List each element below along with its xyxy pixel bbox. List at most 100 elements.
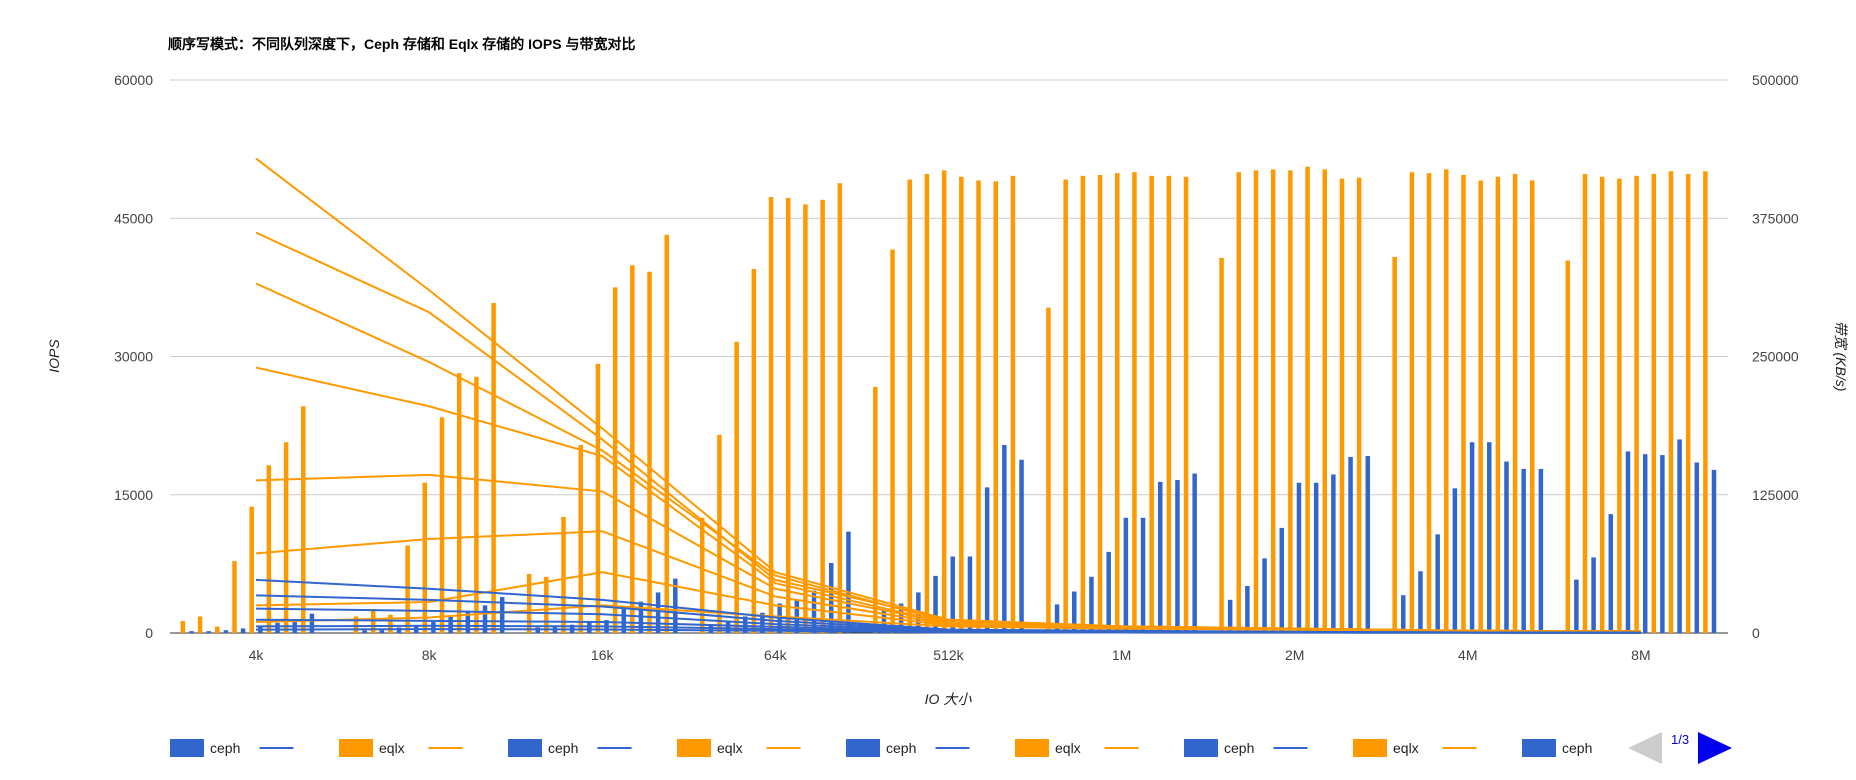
x-tick-label: 16k: [591, 647, 615, 663]
eqlx-bandwidth-line: [255, 604, 1641, 633]
ceph-bar: [1418, 571, 1423, 633]
ceph-bar: [1504, 461, 1509, 633]
eqlx-bar: [630, 265, 635, 633]
eqlx-bar: [301, 406, 306, 633]
eqlx-bar: [1668, 171, 1674, 633]
ceph-bar: [1002, 444, 1007, 633]
eqlx-legend-label: eqlx: [1055, 740, 1081, 756]
y2-tick-label: 375000: [1752, 210, 1799, 226]
eqlx-legend-label: eqlx: [379, 740, 405, 756]
ceph-legend-swatch: [170, 739, 204, 757]
eqlx-bar: [232, 561, 237, 633]
ceph-bar: [1089, 576, 1094, 633]
chart-title: 顺序写模式：不同队列深度下，Ceph 存储和 Eqlx 存储的 IOPS 与带宽…: [168, 36, 635, 52]
x-tick-label: 1M: [1112, 647, 1131, 663]
ceph-bar: [206, 631, 211, 633]
ceph-bar: [1123, 517, 1129, 633]
y2-tick-label: 125000: [1752, 487, 1799, 503]
ceph-bar: [655, 592, 661, 633]
ceph-bar: [673, 578, 678, 633]
ceph-bar: [967, 556, 973, 633]
ceph-bar: [1574, 579, 1579, 633]
page-indicator: 1/3: [1671, 732, 1689, 747]
eqlx-bar: [751, 268, 757, 633]
ceph-bar: [1262, 558, 1267, 633]
ceph-bar: [828, 562, 834, 633]
eqlx-bar: [1461, 174, 1466, 633]
x-tick-label: 8M: [1631, 647, 1650, 663]
eqlx-legend-swatch: [339, 739, 373, 757]
eqlx-bar: [907, 179, 912, 634]
ceph-bar: [1521, 468, 1526, 633]
ceph-bar: [1296, 482, 1302, 633]
eqlx-bar: [1617, 178, 1622, 633]
eqlx-bar: [422, 482, 428, 633]
ceph-bar: [1175, 480, 1180, 633]
ceph-bar: [1227, 599, 1233, 633]
eqlx-bar: [768, 197, 774, 633]
ceph-bar: [309, 613, 315, 633]
eqlx-bar: [215, 626, 220, 633]
ceph-bar: [1054, 604, 1060, 633]
ceph-bar: [1608, 514, 1614, 633]
eqlx-bar: [1166, 175, 1172, 633]
ceph-legend-swatch: [1522, 739, 1556, 757]
ceph-bandwidth-line: [255, 628, 1641, 634]
ceph-bar: [1365, 456, 1371, 633]
eqlx-bar: [1219, 257, 1224, 633]
eqlx-bar: [1080, 175, 1086, 633]
eqlx-legend-label: eqlx: [717, 740, 743, 756]
eqlx-bar: [924, 174, 930, 633]
y-tick-label: 60000: [114, 72, 153, 88]
ceph-bar: [1019, 459, 1024, 633]
eqlx-bar: [595, 363, 601, 633]
ceph-bar: [1694, 462, 1700, 633]
eqlx-bar: [890, 249, 895, 633]
eqlx-bandwidth-line: [255, 157, 1641, 633]
eqlx-bar: [1063, 179, 1068, 634]
eqlx-bar: [647, 271, 652, 633]
ceph-legend-label: ceph: [548, 740, 578, 756]
prev-page-arrow-icon[interactable]: [1628, 732, 1662, 764]
eqlx-bar: [1634, 175, 1639, 633]
eqlx-bar: [1703, 171, 1708, 633]
ceph-bar: [1106, 551, 1111, 633]
eqlx-bar: [1046, 307, 1051, 633]
x-tick-label: 2M: [1285, 647, 1304, 663]
ceph-bar: [1072, 591, 1077, 633]
eqlx-bar: [405, 545, 410, 633]
eqlx-bar: [1270, 169, 1276, 633]
ceph-legend-label: ceph: [886, 740, 916, 756]
eqlx-bar: [959, 176, 964, 633]
eqlx-bar: [266, 465, 272, 633]
eqlx-legend-swatch: [677, 739, 711, 757]
ceph-bar: [933, 575, 938, 633]
ceph-bar: [1469, 442, 1475, 633]
eqlx-bar: [578, 444, 583, 633]
ceph-bar: [587, 621, 592, 633]
ceph-bar: [742, 616, 748, 633]
eqlx-bar: [1651, 174, 1657, 633]
eqlx-bar: [1149, 175, 1154, 633]
eqlx-bar: [197, 616, 203, 633]
eqlx-bar: [1530, 180, 1535, 633]
eqlx-bar: [1582, 174, 1588, 633]
eqlx-bar: [1132, 172, 1137, 633]
x-axis-label: IO 大小: [925, 691, 973, 707]
ceph-bar: [1452, 488, 1458, 633]
ceph-bar: [1192, 473, 1197, 633]
ceph-bar: [811, 590, 817, 633]
ceph-bar: [499, 597, 505, 633]
eqlx-bar: [1599, 176, 1605, 633]
eqlx-bar: [1478, 180, 1483, 633]
ceph-bar: [794, 599, 800, 633]
x-tick-label: 512k: [933, 647, 964, 663]
y2-axis-label: 带宽 (KB/s): [1833, 321, 1849, 392]
ceph-legend-swatch: [508, 739, 542, 757]
next-page-arrow-icon[interactable]: [1698, 732, 1732, 764]
ceph-bar: [240, 628, 246, 633]
ceph-bar: [431, 621, 436, 633]
legend-pager: 1/3: [1628, 732, 1732, 764]
eqlx-bar: [1339, 178, 1345, 633]
eqlx-bar: [353, 616, 359, 633]
